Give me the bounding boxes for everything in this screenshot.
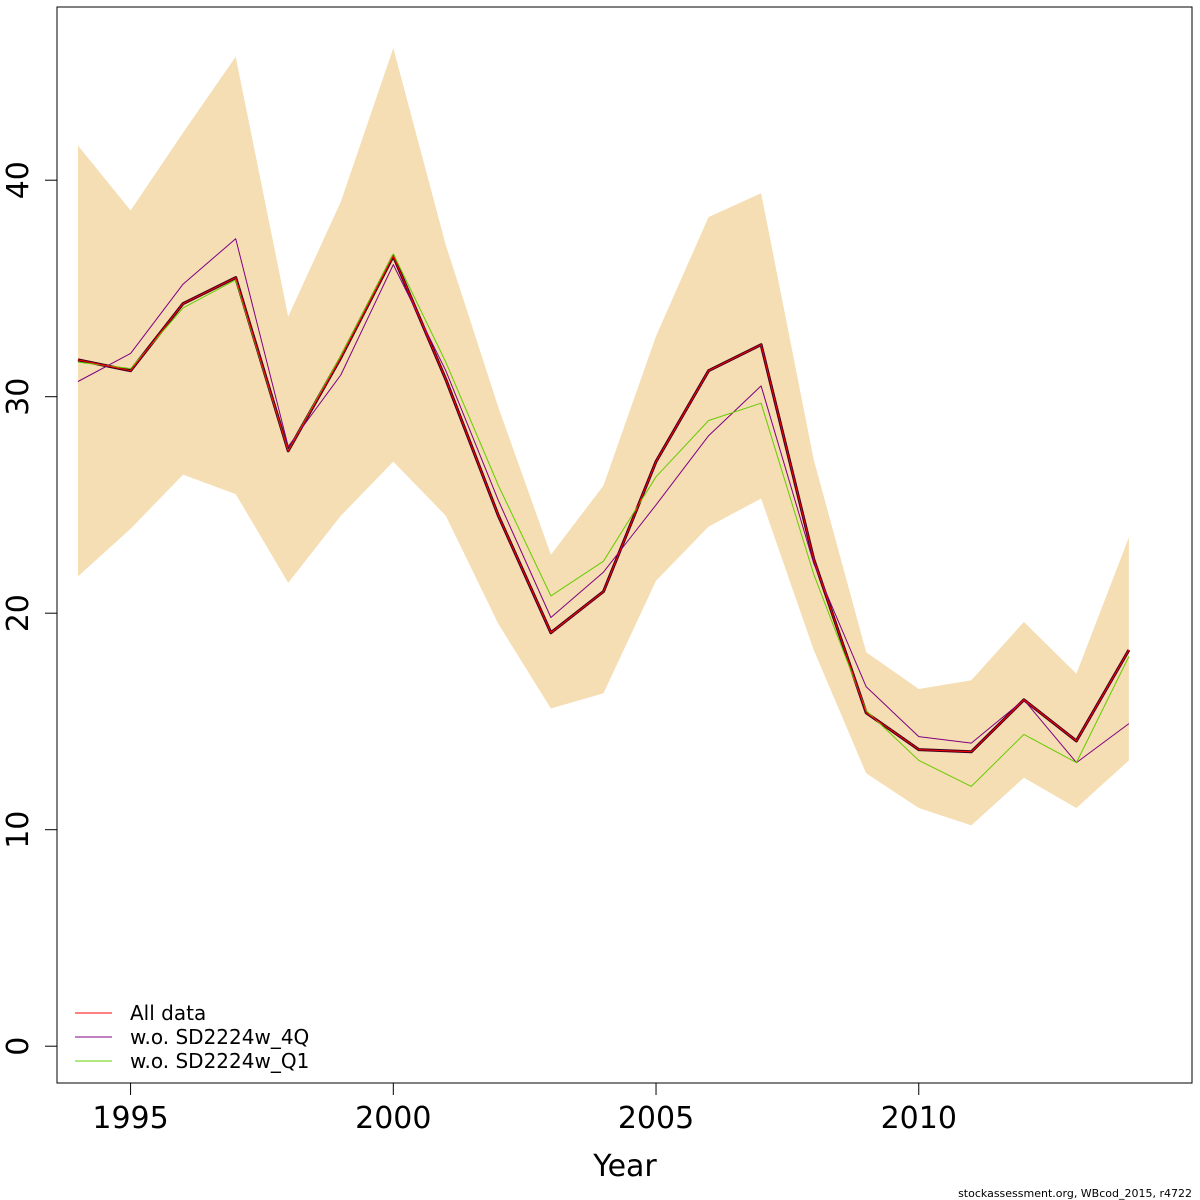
y-tick-label: 0	[1, 1037, 36, 1056]
series-line-1	[77, 238, 1130, 764]
series-line-0	[77, 255, 1130, 753]
x-tick-label: 2005	[618, 1101, 694, 1136]
x-axis-title: Year	[592, 1149, 657, 1184]
series-layer	[77, 238, 1131, 787]
y-axis: 0 10 20 30 40	[1, 161, 58, 1056]
legend-label: All data	[130, 1001, 206, 1025]
confidence-band	[78, 48, 1129, 826]
x-tick-label: 2000	[355, 1101, 431, 1136]
x-tick-label: 2010	[881, 1101, 957, 1136]
x-axis: 1995 2000 2005 2010	[92, 1082, 957, 1136]
x-tick-label: 1995	[92, 1101, 168, 1136]
legend-label: w.o. SD2224w_4Q	[130, 1025, 309, 1049]
y-tick-label: 20	[1, 594, 36, 632]
y-tick-label: 10	[1, 811, 36, 849]
y-tick-label: 40	[1, 161, 36, 199]
confidence-band-layer	[78, 48, 1129, 826]
footer-credit: stockassessment.org, WBcod_2015, r4722	[958, 1187, 1192, 1200]
y-tick-label: 30	[1, 378, 36, 416]
legend-label: w.o. SD2224w_Q1	[130, 1049, 309, 1073]
